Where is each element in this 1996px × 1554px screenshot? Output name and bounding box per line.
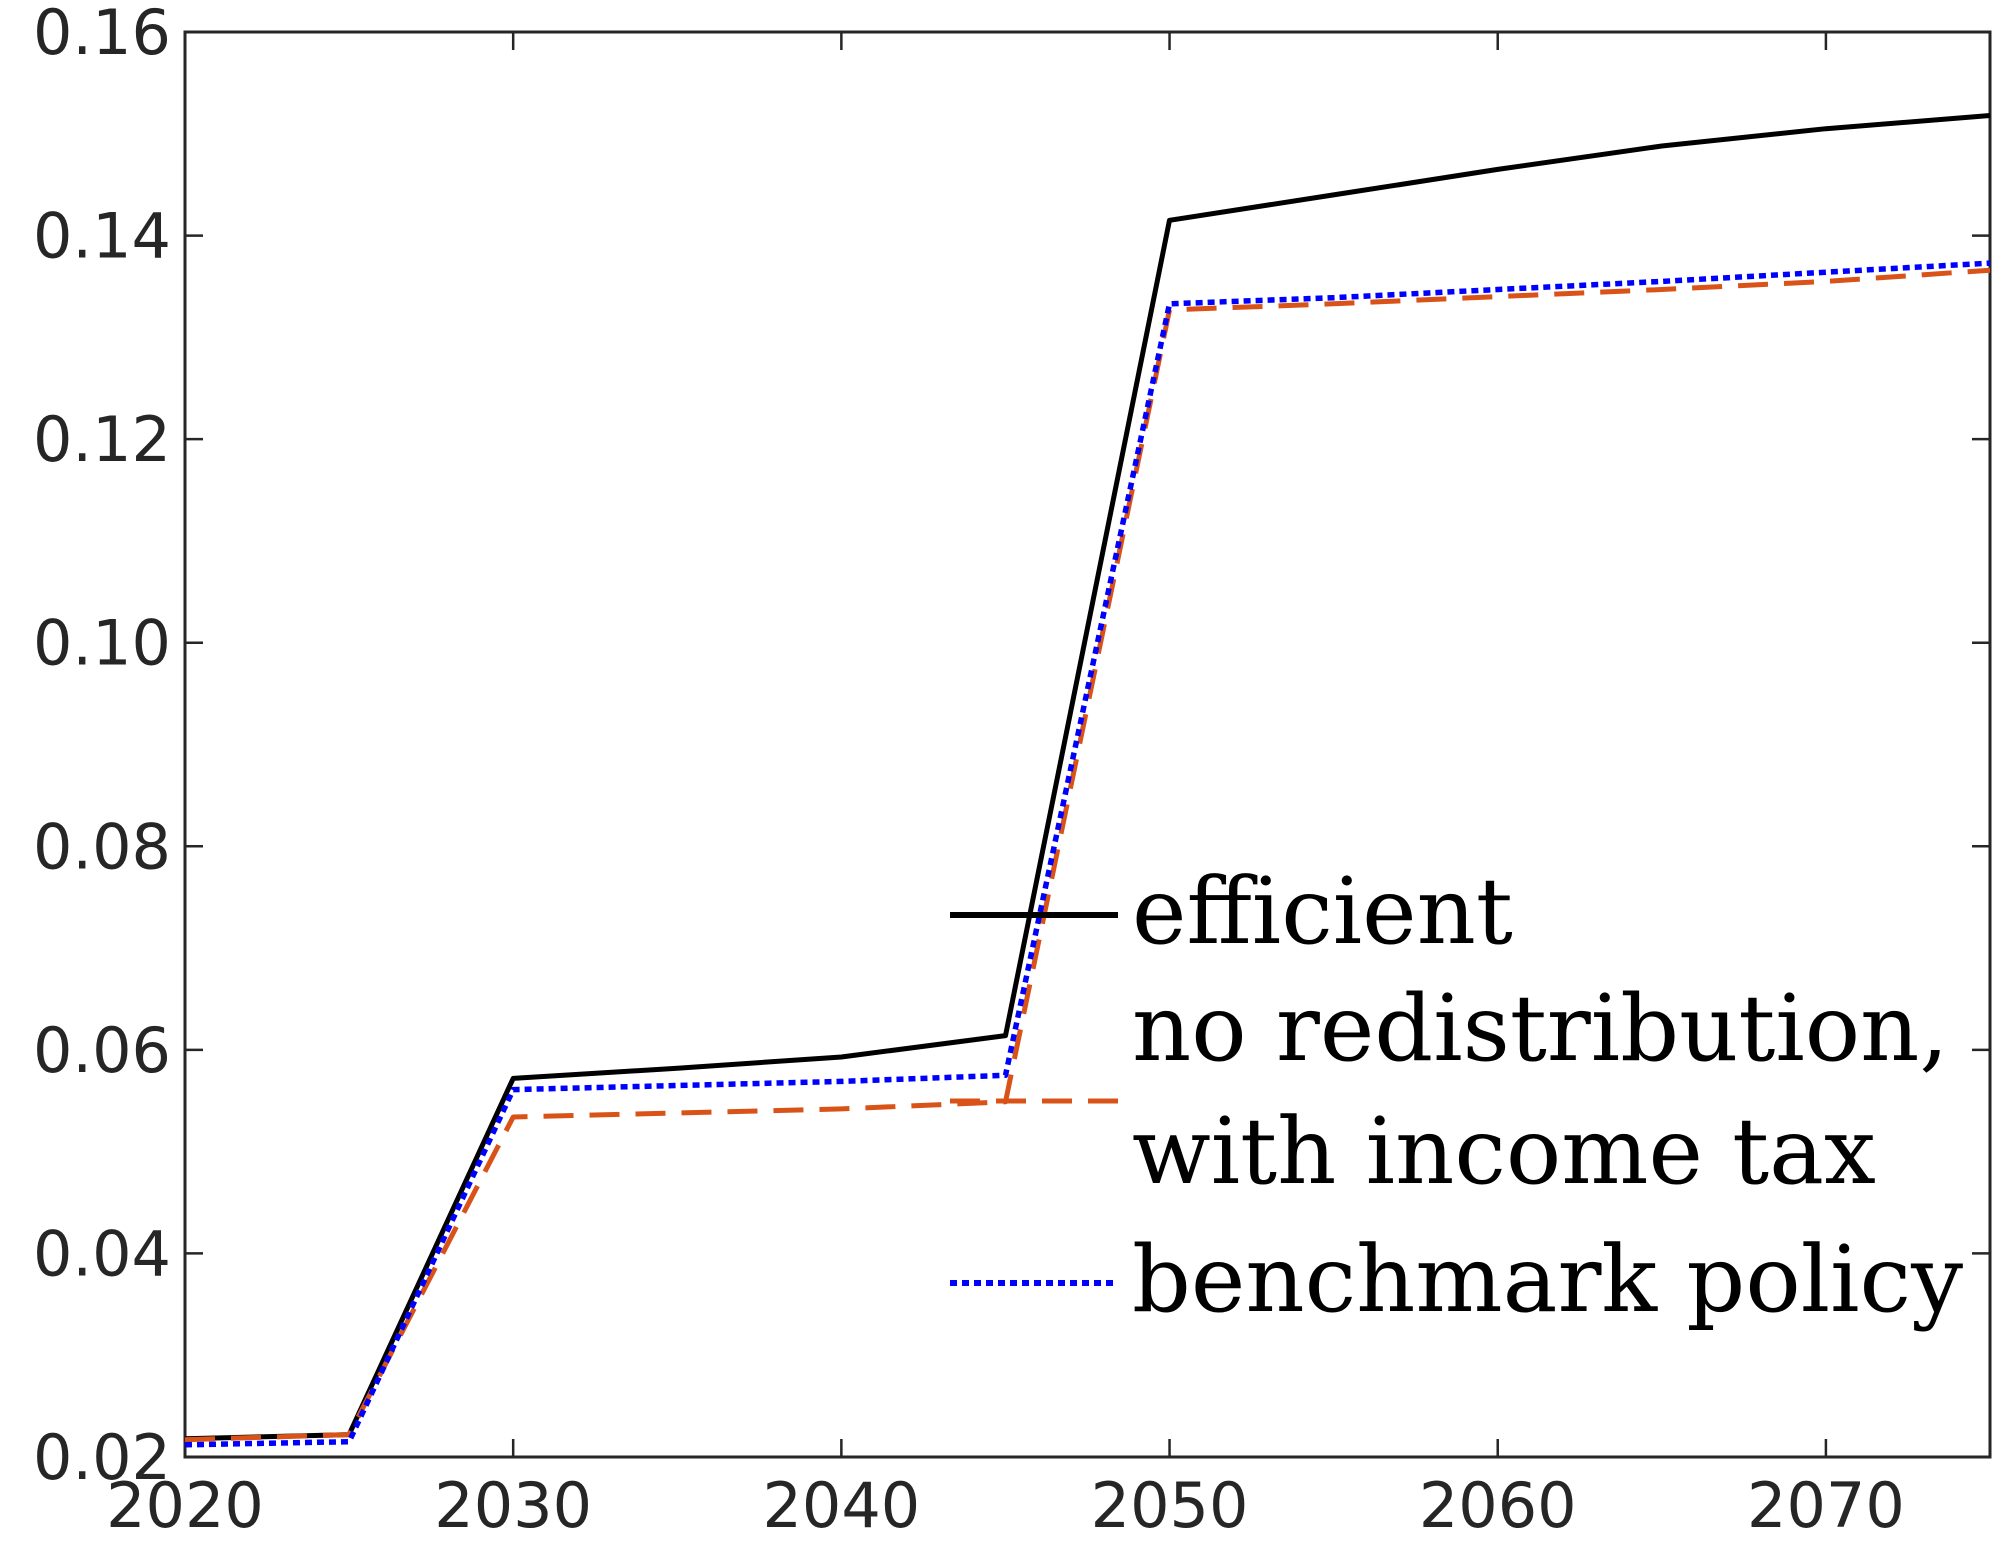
legend-label-no-redistribution-line2: with income tax bbox=[1132, 1098, 1876, 1205]
y-tick-label: 0.14 bbox=[33, 200, 171, 273]
x-tick-label: 2060 bbox=[1419, 1469, 1577, 1542]
y-tick-label: 0.02 bbox=[33, 1421, 171, 1494]
y-tick-label: 0.06 bbox=[33, 1014, 171, 1087]
legend-label-no-redistribution-line1: no redistribution, bbox=[1132, 975, 1949, 1082]
y-tick-label: 0.10 bbox=[33, 607, 171, 680]
legend-label-efficient: efficient bbox=[1132, 858, 1513, 965]
x-tick-label: 2050 bbox=[1091, 1469, 1249, 1542]
y-tick-label: 0.08 bbox=[33, 810, 171, 883]
y-tick-label: 0.16 bbox=[33, 0, 171, 69]
legend-label-benchmark-policy: benchmark policy bbox=[1132, 1226, 1963, 1333]
x-tick-label: 2070 bbox=[1747, 1469, 1905, 1542]
y-tick-label: 0.12 bbox=[33, 403, 171, 476]
x-tick-label: 2040 bbox=[762, 1469, 920, 1542]
y-tick-label: 0.04 bbox=[33, 1217, 171, 1290]
x-tick-label: 2030 bbox=[434, 1469, 592, 1542]
